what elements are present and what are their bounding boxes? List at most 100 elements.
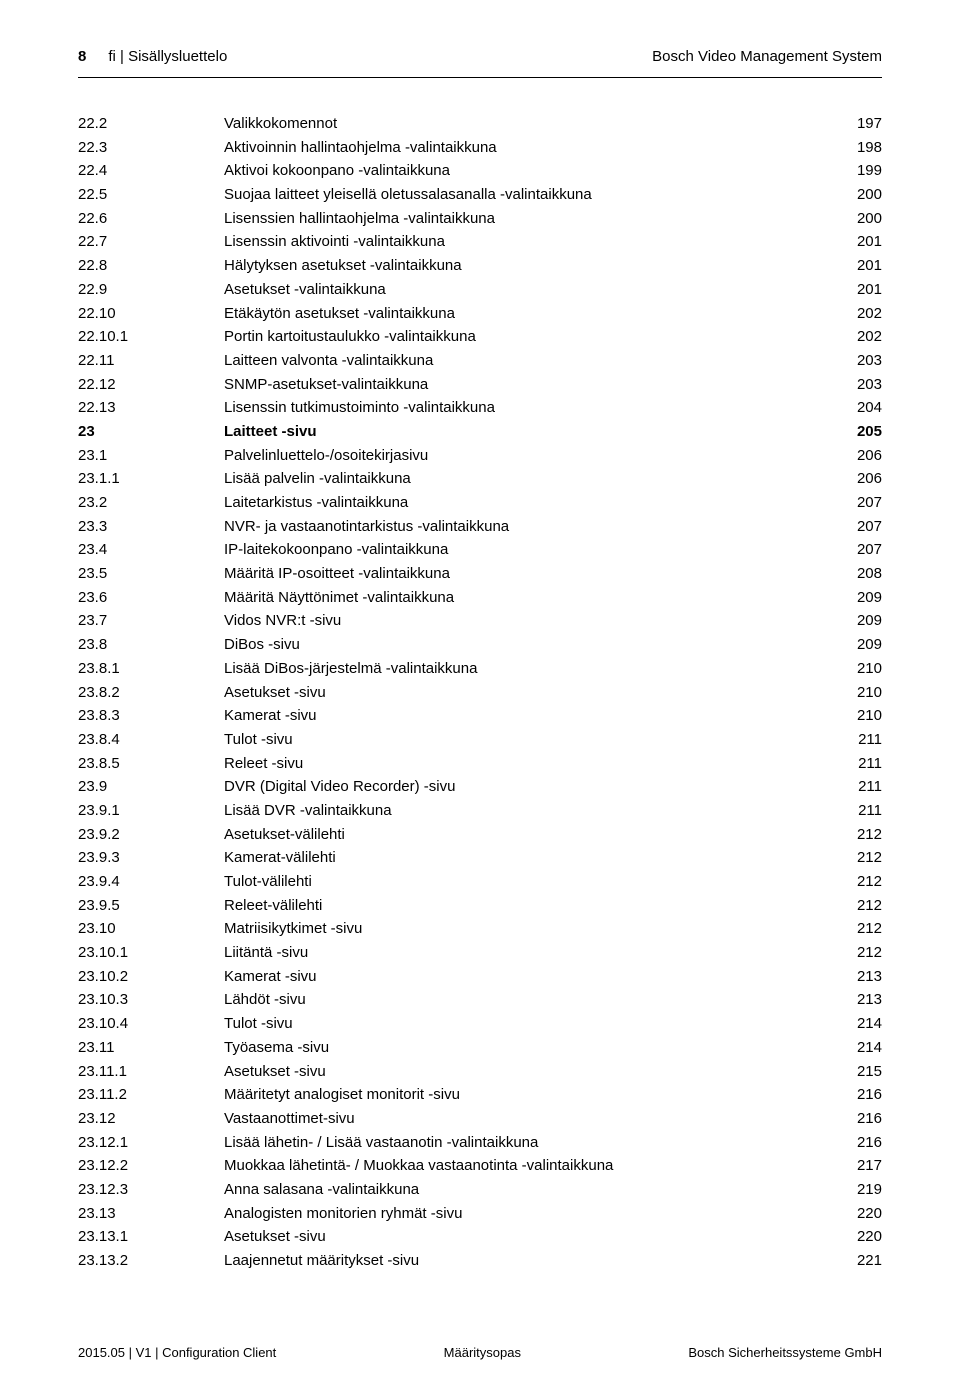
toc-row: 23.10.1Liitäntä -sivu212 [78,941,882,965]
toc-page: 210 [836,681,882,705]
toc-number: 23 [78,420,224,444]
toc-number: 23.5 [78,562,224,586]
toc-page: 209 [836,586,882,610]
toc-row: 23.9.2Asetukset-välilehti212 [78,823,882,847]
toc-row: 23.9.5Releet-välilehti212 [78,894,882,918]
toc-number: 23.8.4 [78,728,224,752]
toc-title: Määritä Näyttönimet -valintaikkuna [224,586,836,610]
toc-number: 23.13.2 [78,1249,224,1273]
toc-title: Asetukset -sivu [224,1060,836,1084]
toc-number: 23.12.1 [78,1131,224,1155]
toc-number: 23.6 [78,586,224,610]
footer-left: 2015.05 | V1 | Configuration Client [78,1345,276,1360]
page: 8 fi | Sisällysluettelo Bosch Video Mana… [0,0,960,1400]
toc-page: 216 [836,1131,882,1155]
toc-row: 23.6Määritä Näyttönimet -valintaikkuna20… [78,586,882,610]
toc-number: 23.8.1 [78,657,224,681]
toc-row: 23.13.2Laajennetut määritykset -sivu221 [78,1249,882,1273]
toc-page: 213 [836,988,882,1012]
toc-title: Lähdöt -sivu [224,988,836,1012]
toc-number: 23.1.1 [78,467,224,491]
toc-number: 23.9.1 [78,799,224,823]
toc-page: 216 [836,1083,882,1107]
toc-title: Tulot -sivu [224,1012,836,1036]
toc-row: 22.13Lisenssin tutkimustoiminto -valinta… [78,396,882,420]
toc-title: Aktivoi kokoonpano -valintaikkuna [224,159,836,183]
toc-page: 207 [836,515,882,539]
toc-title: Lisenssien hallintaohjelma -valintaikkun… [224,207,836,231]
toc-title: Vastaanottimet-sivu [224,1107,836,1131]
toc-title: Valikkokomennot [224,112,836,136]
toc-row: 23.9DVR (Digital Video Recorder) -sivu21… [78,775,882,799]
toc-number: 23.9.2 [78,823,224,847]
toc-title: Analogisten monitorien ryhmät -sivu [224,1202,836,1226]
toc-row: 23.5Määritä IP-osoitteet -valintaikkuna2… [78,562,882,586]
toc-title: Kamerat -sivu [224,704,836,728]
toc-number: 23.4 [78,538,224,562]
header-left: 8 fi | Sisällysluettelo [78,48,227,65]
toc-title: Asetukset-välilehti [224,823,836,847]
toc-row: 23.8.1Lisää DiBos-järjestelmä -valintaik… [78,657,882,681]
toc-title: Määritetyt analogiset monitorit -sivu [224,1083,836,1107]
toc-title: Matriisikytkimet -sivu [224,917,836,941]
toc-title: DiBos -sivu [224,633,836,657]
toc-number: 22.12 [78,373,224,397]
toc-row: 23.8.2Asetukset -sivu210 [78,681,882,705]
toc-number: 23.10.3 [78,988,224,1012]
toc-title: Laajennetut määritykset -sivu [224,1249,836,1273]
toc-page: 210 [836,657,882,681]
toc-row: 22.8Hälytyksen asetukset -valintaikkuna2… [78,254,882,278]
toc-title: Aktivoinnin hallintaohjelma -valintaikku… [224,136,836,160]
header-row: 8 fi | Sisällysluettelo Bosch Video Mana… [78,48,882,77]
toc-row: 23.13.1Asetukset -sivu220 [78,1225,882,1249]
toc-page: 209 [836,633,882,657]
footer: 2015.05 | V1 | Configuration Client Määr… [78,1345,882,1360]
toc-title: Palvelinluettelo-/osoitekirjasivu [224,444,836,468]
toc-number: 23.9.3 [78,846,224,870]
toc-row: 23.8.4Tulot -sivu211 [78,728,882,752]
toc-row: 22.12SNMP-asetukset-valintaikkuna203 [78,373,882,397]
toc-page: 201 [836,254,882,278]
toc-title: SNMP-asetukset-valintaikkuna [224,373,836,397]
toc-title: Lisää palvelin -valintaikkuna [224,467,836,491]
toc-number: 23.13.1 [78,1225,224,1249]
toc-title: Kamerat -sivu [224,965,836,989]
toc-number: 23.11 [78,1036,224,1060]
toc-title: Määritä IP-osoitteet -valintaikkuna [224,562,836,586]
toc-number: 23.12 [78,1107,224,1131]
toc-number: 23.8.3 [78,704,224,728]
toc-row: 23.9.3Kamerat-välilehti212 [78,846,882,870]
toc-page: 202 [836,325,882,349]
toc-page: 202 [836,302,882,326]
toc-page: 213 [836,965,882,989]
toc-page: 211 [836,775,882,799]
footer-right: Bosch Sicherheitssysteme GmbH [688,1345,882,1360]
toc-title: DVR (Digital Video Recorder) -sivu [224,775,836,799]
toc-row: 23.11.2Määritetyt analogiset monitorit -… [78,1083,882,1107]
toc-row: 23.12.1Lisää lähetin- / Lisää vastaanoti… [78,1131,882,1155]
toc-page: 200 [836,207,882,231]
toc-page: 215 [836,1060,882,1084]
toc-title: Kamerat-välilehti [224,846,836,870]
toc-page: 212 [836,823,882,847]
toc-page: 203 [836,373,882,397]
toc-title: Lisää lähetin- / Lisää vastaanotin -vali… [224,1131,836,1155]
toc-title: Tulot -sivu [224,728,836,752]
toc-row: 23.9.4Tulot-välilehti212 [78,870,882,894]
toc-page: 211 [836,728,882,752]
toc-title: Laitteet -sivu [224,420,836,444]
toc-row: 23.9.1Lisää DVR -valintaikkuna211 [78,799,882,823]
toc-title: Muokkaa lähetintä- / Muokkaa vastaanotin… [224,1154,836,1178]
toc-row: 23.12Vastaanottimet-sivu216 [78,1107,882,1131]
toc-title: Laitteen valvonta -valintaikkuna [224,349,836,373]
toc-number: 23.10.4 [78,1012,224,1036]
toc-number: 22.9 [78,278,224,302]
toc-number: 23.8.2 [78,681,224,705]
toc-number: 22.13 [78,396,224,420]
toc-page: 206 [836,444,882,468]
toc-title: Lisenssin tutkimustoiminto -valintaikkun… [224,396,836,420]
toc-title: Hälytyksen asetukset -valintaikkuna [224,254,836,278]
toc-row: 23.10.4Tulot -sivu214 [78,1012,882,1036]
toc-number: 23.10 [78,917,224,941]
toc-row: 23.7Vidos NVR:t -sivu209 [78,609,882,633]
